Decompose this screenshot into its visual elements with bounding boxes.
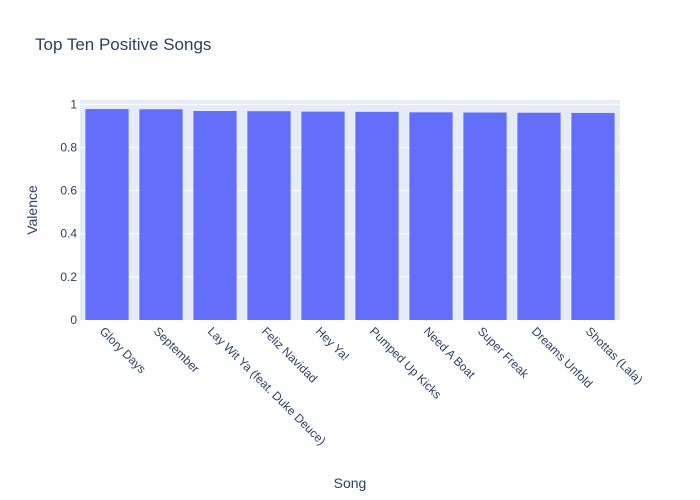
bar xyxy=(517,112,561,320)
y-axis-title: Valence xyxy=(24,185,40,235)
bars xyxy=(85,109,615,321)
bar xyxy=(139,109,183,321)
y-tick-label: 0.2 xyxy=(60,270,77,284)
x-tick-label: Glory Days xyxy=(97,324,149,376)
bar xyxy=(301,111,345,320)
x-tick-label: Lay Wit Ya (feat. Duke Deuce) xyxy=(205,324,329,448)
bar xyxy=(85,109,129,320)
y-tick-label: 0.6 xyxy=(60,184,77,198)
x-tick-label: Hey Ya! xyxy=(313,324,352,363)
bar xyxy=(463,112,507,321)
bar xyxy=(355,111,399,320)
y-axis-ticks: 0 0.2 0.4 0.6 0.8 1 xyxy=(60,97,77,327)
bar xyxy=(247,111,291,320)
x-axis-title: Song xyxy=(334,475,367,491)
y-tick-label: 1 xyxy=(70,97,77,111)
y-tick-label: 0.8 xyxy=(60,140,77,154)
y-tick-label: 0.4 xyxy=(60,227,77,241)
x-axis-ticks: Glory Days September Lay Wit Ya (feat. Duk… xyxy=(97,324,646,448)
bar xyxy=(409,112,453,320)
chart-title: Top Ten Positive Songs xyxy=(35,35,211,54)
bar xyxy=(571,112,615,320)
x-tick-label: Super Freak xyxy=(475,324,532,381)
bar xyxy=(193,111,237,320)
y-tick-label: 0 xyxy=(70,313,77,327)
x-tick-label: September xyxy=(151,324,202,375)
x-tick-label: Need A Boat xyxy=(421,324,479,382)
